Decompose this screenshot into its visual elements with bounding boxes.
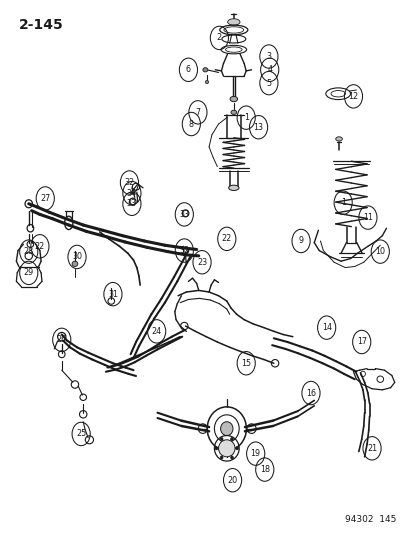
Ellipse shape: [218, 440, 235, 457]
Ellipse shape: [214, 447, 217, 450]
Text: 11: 11: [362, 213, 372, 222]
Ellipse shape: [230, 456, 233, 459]
Text: 34: 34: [127, 189, 137, 198]
Text: 18: 18: [259, 465, 269, 474]
Text: 3: 3: [266, 52, 271, 61]
Text: 27: 27: [40, 194, 50, 203]
Ellipse shape: [230, 110, 236, 115]
Ellipse shape: [230, 96, 237, 102]
Ellipse shape: [72, 261, 78, 266]
Text: 33: 33: [179, 210, 189, 219]
Text: 21: 21: [366, 444, 376, 453]
Text: 17: 17: [356, 337, 366, 346]
Text: 7: 7: [195, 108, 200, 117]
Ellipse shape: [227, 19, 240, 25]
Text: 20: 20: [227, 476, 237, 484]
Ellipse shape: [235, 447, 238, 450]
Text: 2-145: 2-145: [19, 18, 64, 31]
Text: 12: 12: [348, 92, 358, 101]
Text: 1: 1: [243, 113, 248, 122]
Text: 26: 26: [57, 335, 66, 344]
Text: 5: 5: [266, 78, 271, 87]
Text: 1: 1: [340, 198, 345, 207]
Text: 4: 4: [266, 66, 272, 74]
Ellipse shape: [220, 456, 223, 459]
Text: 10: 10: [375, 247, 385, 256]
Ellipse shape: [335, 137, 342, 141]
Text: 33: 33: [127, 199, 137, 208]
Ellipse shape: [230, 438, 233, 441]
Text: 24: 24: [151, 327, 161, 336]
Ellipse shape: [220, 422, 233, 435]
Text: 22: 22: [35, 242, 45, 251]
Text: 29: 29: [24, 269, 34, 277]
Text: 2: 2: [216, 34, 221, 43]
Text: 9: 9: [298, 237, 303, 246]
Text: 13: 13: [253, 123, 263, 132]
Text: 14: 14: [321, 323, 331, 332]
Ellipse shape: [228, 185, 238, 190]
Text: 31: 31: [108, 289, 118, 298]
Text: 15: 15: [240, 359, 251, 368]
Text: 32: 32: [179, 246, 189, 255]
Ellipse shape: [205, 80, 208, 84]
Text: 22: 22: [221, 235, 231, 244]
Text: 6: 6: [185, 66, 190, 74]
Ellipse shape: [202, 68, 207, 72]
Text: 94302  145: 94302 145: [344, 515, 396, 524]
Text: 30: 30: [72, 253, 82, 261]
Text: 19: 19: [250, 449, 260, 458]
Text: 8: 8: [188, 119, 193, 128]
Text: 25: 25: [76, 430, 86, 439]
Text: 23: 23: [197, 258, 206, 266]
Text: 32: 32: [124, 178, 134, 187]
Text: 28: 28: [24, 247, 34, 256]
Text: 16: 16: [305, 389, 315, 398]
Ellipse shape: [220, 438, 223, 441]
